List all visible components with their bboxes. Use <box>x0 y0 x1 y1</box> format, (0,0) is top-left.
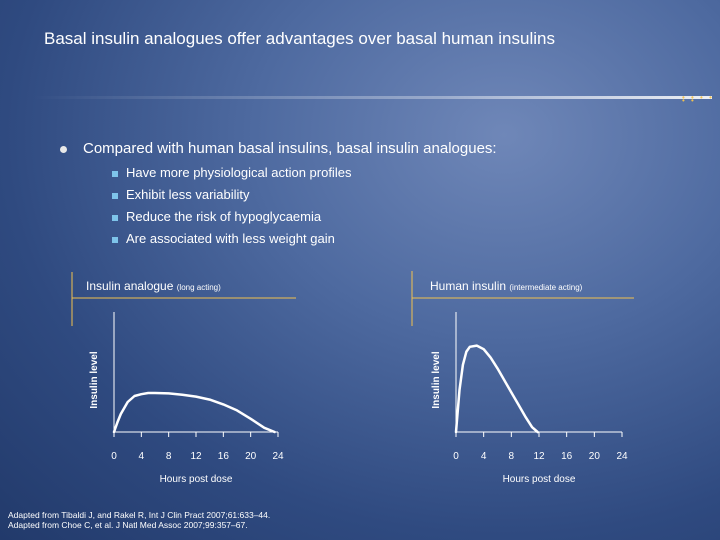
sub-bullet: Reduce the risk of hypoglycaemia <box>112 206 351 228</box>
right-x-axis-label: Hours post dose <box>503 474 576 485</box>
left-x-axis-label: Hours post dose <box>160 474 233 485</box>
square-bullet-icon <box>112 192 118 199</box>
divider-accent-dots: • • • • • • <box>682 93 714 105</box>
left-x-tick-label: 12 <box>190 451 202 462</box>
main-bullet-text: Compared with human basal insulins, basa… <box>83 140 497 157</box>
right-x-tick-label: 20 <box>589 451 601 462</box>
left-x-tick-label: 16 <box>218 451 230 462</box>
bullet-dot-icon <box>60 145 67 153</box>
left-x-tick-label: 8 <box>166 451 172 462</box>
square-bullet-icon <box>112 236 118 243</box>
sub-bullet: Have more physiological action profiles <box>112 162 351 184</box>
right-x-tick-label: 8 <box>509 451 515 462</box>
citation-line: Adapted from Choe C, et al. J Natl Med A… <box>8 520 248 530</box>
sub-bullet: Are associated with less weight gain <box>112 228 351 250</box>
left-x-tick-label: 24 <box>272 451 284 462</box>
right-x-tick-label: 4 <box>481 451 487 462</box>
right-y-axis-label: Insulin level <box>431 351 442 408</box>
right-x-tick-label: 0 <box>453 451 459 462</box>
citation-line: Adapted from Tibaldi J, and Rakel R, Int… <box>8 510 271 520</box>
right-x-tick-label: 12 <box>533 451 545 462</box>
title-divider <box>32 96 712 99</box>
right-series-line <box>454 344 539 434</box>
right-x-tick-label: 16 <box>561 451 573 462</box>
left-x-tick-label: 4 <box>139 451 145 462</box>
slide-title: Basal insulin analogues offer advantages… <box>44 29 555 48</box>
left-x-tick-label: 0 <box>111 451 117 462</box>
main-bullet: Compared with human basal insulins, basa… <box>60 140 497 157</box>
left-series-line <box>112 391 276 434</box>
left-x-tick-label: 20 <box>245 451 257 462</box>
left-chart-title: Insulin analogue (long acting) <box>86 279 221 293</box>
citations: Adapted from Tibaldi J, and Rakel R, Int… <box>8 510 270 530</box>
right-x-tick-label: 24 <box>616 451 628 462</box>
right-chart-title: Human insulin (intermediate acting) <box>430 279 583 293</box>
sub-bullet: Exhibit less variability <box>112 184 351 206</box>
sub-bullet-list: Have more physiological action profiles … <box>112 162 351 250</box>
square-bullet-icon <box>112 214 118 221</box>
left-y-axis-label: Insulin level <box>89 351 100 408</box>
square-bullet-icon <box>112 170 118 177</box>
